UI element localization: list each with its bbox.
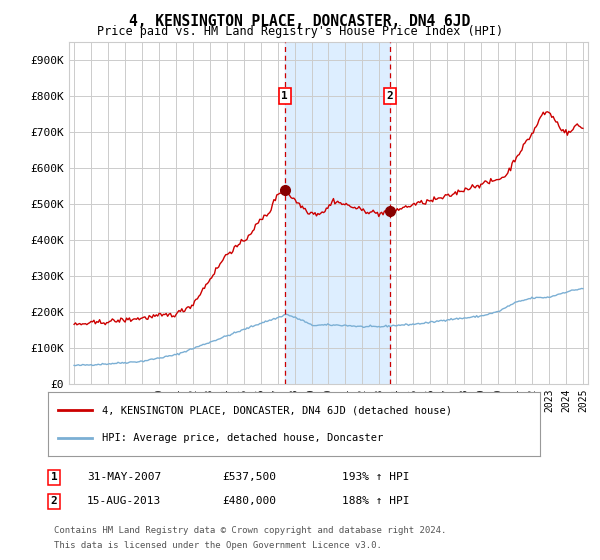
Text: HPI: Average price, detached house, Doncaster: HPI: Average price, detached house, Donc…: [102, 433, 383, 444]
Text: 1: 1: [50, 472, 58, 482]
Bar: [285, 42, 390, 384]
Text: 4, KENSINGTON PLACE, DONCASTER, DN4 6JD (detached house): 4, KENSINGTON PLACE, DONCASTER, DN4 6JD …: [102, 405, 452, 415]
Text: 15-AUG-2013: 15-AUG-2013: [87, 496, 161, 506]
Text: Contains HM Land Registry data © Crown copyright and database right 2024.: Contains HM Land Registry data © Crown c…: [54, 526, 446, 535]
Text: 188% ↑ HPI: 188% ↑ HPI: [342, 496, 409, 506]
Text: 2: 2: [50, 496, 58, 506]
Text: 1: 1: [281, 91, 288, 101]
Text: £537,500: £537,500: [222, 472, 276, 482]
Text: 2: 2: [386, 91, 393, 101]
Text: Price paid vs. HM Land Registry's House Price Index (HPI): Price paid vs. HM Land Registry's House …: [97, 25, 503, 38]
Text: £480,000: £480,000: [222, 496, 276, 506]
Text: 4, KENSINGTON PLACE, DONCASTER, DN4 6JD: 4, KENSINGTON PLACE, DONCASTER, DN4 6JD: [130, 14, 470, 29]
Text: 193% ↑ HPI: 193% ↑ HPI: [342, 472, 409, 482]
Text: 31-MAY-2007: 31-MAY-2007: [87, 472, 161, 482]
Text: This data is licensed under the Open Government Licence v3.0.: This data is licensed under the Open Gov…: [54, 542, 382, 550]
